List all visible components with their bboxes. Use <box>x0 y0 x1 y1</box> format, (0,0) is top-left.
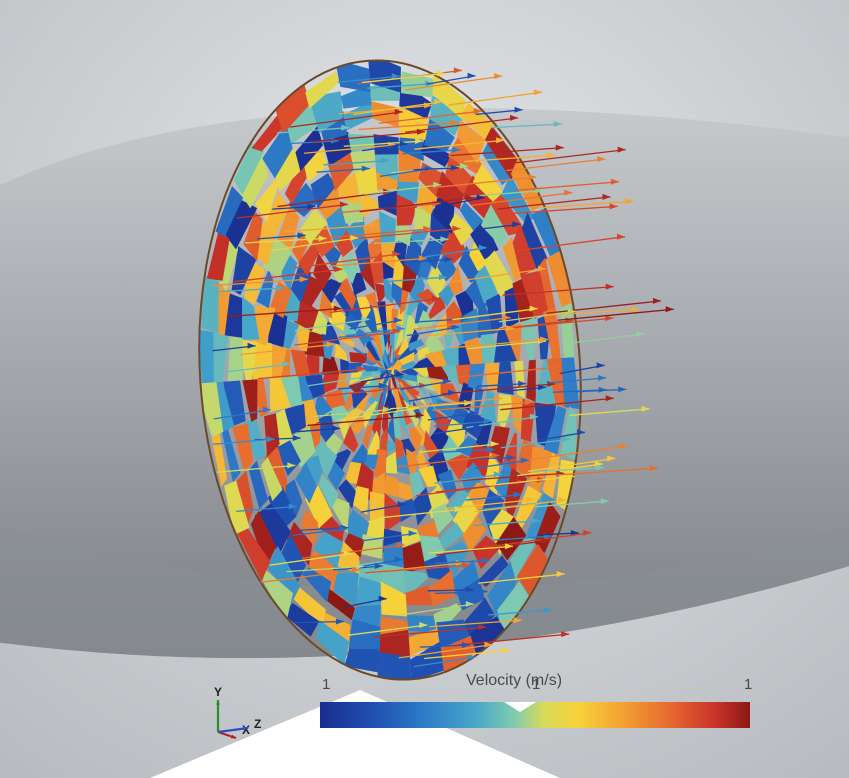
legend-tick-max: 1 <box>744 676 752 693</box>
scene-svg: X Y Z <box>0 0 849 778</box>
legend-tick-mid: 1 <box>532 676 540 693</box>
legend-bar <box>320 702 750 728</box>
legend-title: Velocity (m/s) <box>466 672 562 690</box>
cfd-viewport[interactable]: Simcenter STAR-CCM+ <box>0 0 849 778</box>
legend-tick-min: 1 <box>322 676 330 693</box>
svg-text:Y: Y <box>214 685 222 699</box>
svg-text:Z: Z <box>254 717 261 731</box>
svg-text:X: X <box>242 723 250 737</box>
